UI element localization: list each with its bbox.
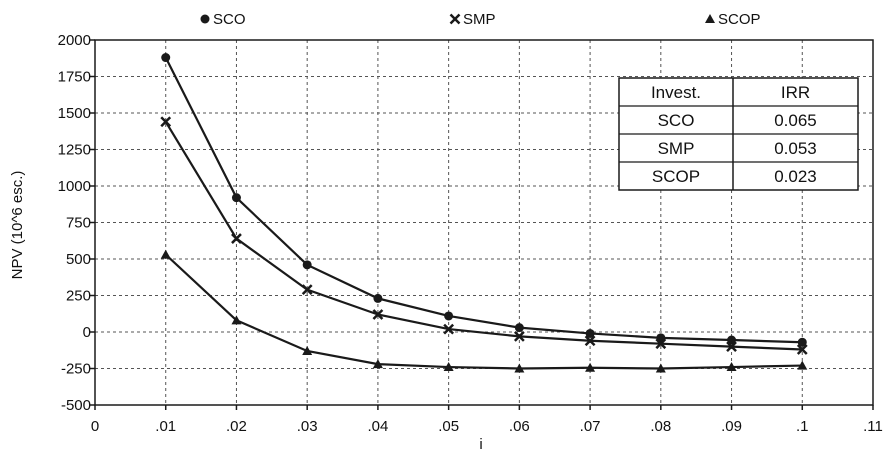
- data-point-smp: [301, 284, 313, 296]
- series-smp: [160, 116, 808, 355]
- legend-label-sco: SCO: [213, 11, 246, 28]
- data-point-smp: [655, 338, 667, 350]
- x-tick-label: 0: [91, 418, 99, 435]
- x-tick-label: .04: [367, 418, 388, 435]
- data-point-sco: [727, 335, 737, 345]
- x-tick-label: .03: [297, 418, 318, 435]
- x-tick-label: .06: [509, 418, 530, 435]
- x-tick-label: .11: [863, 418, 883, 435]
- data-point-scop: [585, 362, 596, 372]
- legend-marker-smp: [449, 13, 461, 25]
- data-point-sco: [373, 293, 383, 303]
- data-point-smp: [443, 323, 455, 335]
- y-tick-label: 750: [66, 215, 91, 232]
- data-point-scop: [514, 363, 525, 373]
- data-point-scop: [726, 362, 737, 372]
- data-series: [160, 53, 808, 373]
- x-tick-label: .07: [580, 418, 601, 435]
- legend-item-scop: SCOP: [705, 11, 761, 28]
- series-line-scop: [164, 253, 803, 370]
- legend-item-sco: SCO: [200, 11, 246, 28]
- data-point-smp: [726, 341, 737, 352]
- data-point-sco: [161, 53, 171, 63]
- data-point-sco: [302, 260, 312, 270]
- y-tick-label: -250: [61, 361, 91, 378]
- legend-marker-scop: [705, 14, 715, 23]
- data-point-scop: [231, 315, 242, 325]
- legend-label-scop: SCOP: [718, 11, 761, 28]
- y-tick-label: 500: [66, 251, 91, 268]
- legend-marker-sco: [200, 14, 210, 24]
- y-tick-label: 0: [83, 324, 91, 341]
- irr-table-header: Invest.: [651, 83, 701, 102]
- y-tick-label: 1750: [58, 69, 91, 86]
- data-point-scop: [797, 360, 808, 370]
- x-tick-label: .02: [226, 418, 247, 435]
- data-point-scop: [160, 249, 171, 259]
- irr-table: Invest. IRR SCO 0.065 SMP 0.053 SCOP 0.023: [618, 77, 859, 191]
- data-point-sco: [444, 311, 454, 321]
- data-point-smp: [231, 233, 242, 244]
- tick-labels: -500 -250 0 250 500 750 1000 1250 1500 1750 2000 0.…: [58, 32, 883, 435]
- irr-table-cell: 0.023: [774, 167, 817, 186]
- data-point-scop: [655, 363, 666, 373]
- data-point-smp: [796, 344, 808, 355]
- y-tick-label: 1000: [58, 178, 91, 195]
- data-point-scop: [443, 362, 454, 372]
- irr-table-header: IRR: [781, 83, 810, 102]
- series-line-smp: [164, 121, 803, 351]
- y-tick-label: 1250: [58, 142, 91, 159]
- data-point-sco: [797, 337, 807, 347]
- data-point-smp: [513, 330, 525, 342]
- y-tick-label: 250: [66, 288, 91, 305]
- series-sco: [161, 53, 807, 347]
- irr-table-cell: SMP: [658, 139, 695, 158]
- irr-table-cell: 0.065: [774, 111, 817, 130]
- x-axis-label: i: [479, 436, 482, 450]
- legend-label-smp: SMP: [463, 11, 496, 28]
- x-tick-label: .01: [155, 418, 176, 435]
- series-scop: [160, 249, 808, 373]
- legend-item-smp: SMP: [449, 11, 496, 28]
- data-point-sco: [585, 328, 595, 338]
- data-point-smp: [584, 335, 596, 347]
- axes: [90, 39, 874, 410]
- x-tick-label: .1: [796, 418, 809, 435]
- y-axis-label: NPV (10^6 esc.): [9, 171, 26, 280]
- irr-table-cell: SCOP: [652, 167, 700, 186]
- y-tick-label: 2000: [58, 32, 91, 49]
- y-tick-label: -500: [61, 397, 91, 414]
- x-tick-label: .05: [438, 418, 459, 435]
- data-point-scop: [372, 359, 383, 369]
- irr-table-cell: 0.053: [774, 139, 817, 158]
- irr-table-cell: SCO: [658, 111, 695, 130]
- data-point-scop: [302, 345, 313, 355]
- x-tick-label: .08: [650, 418, 671, 435]
- data-point-smp: [160, 116, 172, 128]
- x-tick-label: .09: [721, 418, 742, 435]
- data-point-sco: [514, 323, 524, 333]
- legend: SCO SMP SCOP: [200, 11, 761, 28]
- series-line-sco: [164, 57, 803, 344]
- y-tick-label: 1500: [58, 105, 91, 122]
- data-point-smp: [372, 309, 384, 320]
- data-point-sco: [231, 193, 241, 203]
